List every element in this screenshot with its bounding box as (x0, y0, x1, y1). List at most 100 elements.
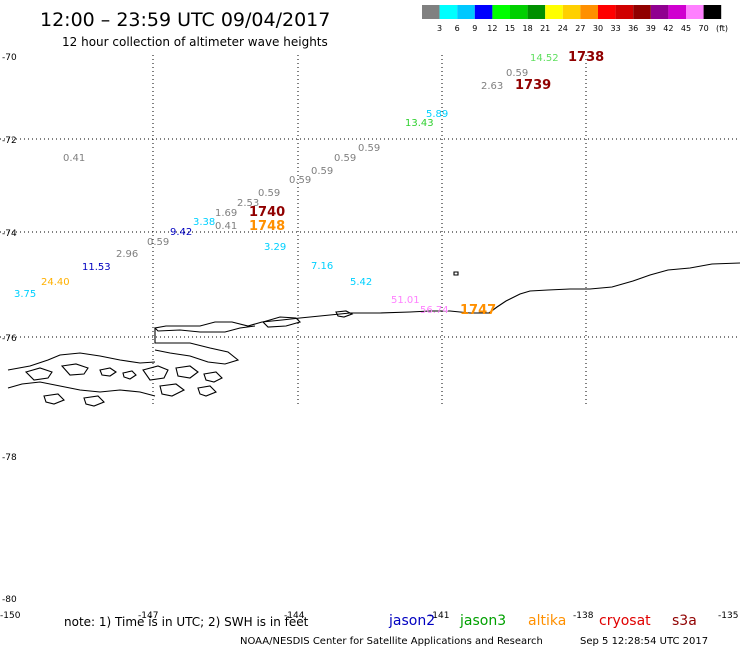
scale-color-box (510, 5, 528, 19)
island (197, 385, 217, 397)
latitude-labels: -70 -72 -74 -76 -78 -80 (2, 53, 17, 605)
island (24, 367, 53, 381)
scale-label: 36 (628, 24, 638, 33)
scale-label: 9 (472, 24, 477, 33)
scale-label: 24 (558, 24, 568, 33)
observation-label: 1748 (249, 219, 285, 234)
observation-label: 0.41 (215, 221, 237, 232)
island (99, 367, 117, 377)
island (83, 395, 105, 407)
observation-label: 2.63 (481, 81, 503, 92)
observation-label: 2.96 (116, 249, 138, 260)
observation-label: 56.74 (420, 305, 449, 316)
lon-label: -144 (284, 611, 305, 621)
coast-segment (7, 352, 156, 371)
map-title: 12:00 – 23:59 UTC 09/04/2017 (40, 9, 330, 31)
scale-label: 6 (455, 24, 460, 33)
graticule (0, 55, 740, 405)
map-subtitle: 12 hour collection of altimeter wave hei… (62, 35, 328, 49)
ice-shelf-edge (153, 262, 740, 333)
observation-label: 24.40 (41, 277, 70, 288)
longitude-labels: -150 -147 -144 -141 -138 -135 (0, 611, 738, 621)
lon-label: -147 (138, 611, 158, 621)
observation-label: 2.53 (237, 198, 259, 209)
observation-label: 1.69 (215, 208, 237, 219)
wave-height-color-scale: 3 6 9 12 15 18 21 24 27 30 33 36 39 42 45 70 (ft) (422, 5, 728, 33)
island (43, 393, 65, 405)
scale-color-box (562, 5, 581, 19)
scale-label: 33 (611, 24, 621, 33)
scale-label: 30 (593, 24, 603, 33)
ice-shelf-edge (154, 328, 240, 365)
observation-label: 3.38 (193, 217, 215, 228)
observation-label: 5.89 (426, 109, 448, 120)
observation-label: 9.42 (170, 227, 192, 238)
observation-label: 0.59 (258, 188, 280, 199)
observation-label: 0.59 (311, 166, 333, 177)
scale-label: 12 (487, 24, 497, 33)
observation-label: 0.59 (334, 153, 356, 164)
lat-label: -70 (2, 53, 17, 63)
satellite-altika: altika (528, 613, 566, 629)
scale-label: 45 (681, 24, 691, 33)
lon-label: -138 (573, 611, 594, 621)
observation-label: 1739 (515, 78, 551, 93)
observation-label: 0.59 (147, 237, 169, 248)
coastline (7, 262, 740, 407)
scale-label: 3 (437, 24, 442, 33)
scale-label: 42 (663, 24, 673, 33)
scale-color-box (545, 5, 563, 19)
scale-color-box (474, 5, 493, 19)
scale-label: 21 (540, 24, 550, 33)
satellite-jason3: jason3 (459, 613, 506, 629)
scale-color-box (615, 5, 634, 19)
scale-unit: (ft) (716, 24, 728, 33)
island (159, 383, 186, 397)
lat-label: -78 (2, 453, 17, 463)
satellite-s3a: s3a (672, 613, 697, 629)
satellite-cryosat: cryosat (599, 613, 651, 629)
observation-label: 0.59 (358, 143, 380, 154)
observation-label: 7.16 (311, 261, 333, 272)
observation-label: 13.43 (405, 118, 434, 129)
island (175, 365, 199, 379)
observation-label: 0.59 (506, 68, 528, 79)
lon-label: -150 (0, 611, 21, 621)
island (203, 371, 223, 383)
scale-label: 27 (575, 24, 585, 33)
observation-label: 1738 (568, 50, 604, 65)
observation-label: 5.42 (350, 277, 372, 288)
lat-label: -72 (2, 136, 17, 146)
scale-color-box (633, 5, 651, 19)
timestamp: Sep 5 12:28:54 UTC 2017 (580, 636, 708, 647)
island (261, 316, 302, 328)
lat-label: -74 (2, 229, 17, 239)
lon-label: -135 (718, 611, 738, 621)
scale-color-box (703, 5, 722, 19)
footer-note: note: 1) Time is in UTC; 2) SWH is in fe… (64, 615, 309, 629)
observation-label: 3.29 (264, 242, 286, 253)
island (335, 310, 354, 318)
island (122, 370, 137, 380)
island (142, 365, 169, 381)
scale-label: 39 (646, 24, 656, 33)
lon-label: -141 (429, 611, 449, 621)
island (60, 363, 89, 376)
satellite-legend: jason2 jason3 altika cryosat s3a (388, 613, 697, 629)
scale-color-box (422, 5, 440, 19)
observation-label: 1740 (249, 205, 285, 220)
observation-label: 1747 (460, 303, 496, 318)
scale-color-box (598, 5, 616, 19)
scale-color-box (439, 5, 458, 19)
coast-segment (7, 381, 156, 397)
lat-label: -80 (2, 595, 17, 605)
observation-label: 11.53 (82, 262, 111, 273)
scale-label: 15 (505, 24, 515, 33)
observation-label: 0.59 (289, 175, 311, 186)
observation-label: 3.75 (14, 289, 36, 300)
credit-line: NOAA/NESDIS Center for Satellite Applica… (240, 636, 543, 647)
island (453, 271, 459, 276)
scale-color-box (527, 5, 546, 19)
